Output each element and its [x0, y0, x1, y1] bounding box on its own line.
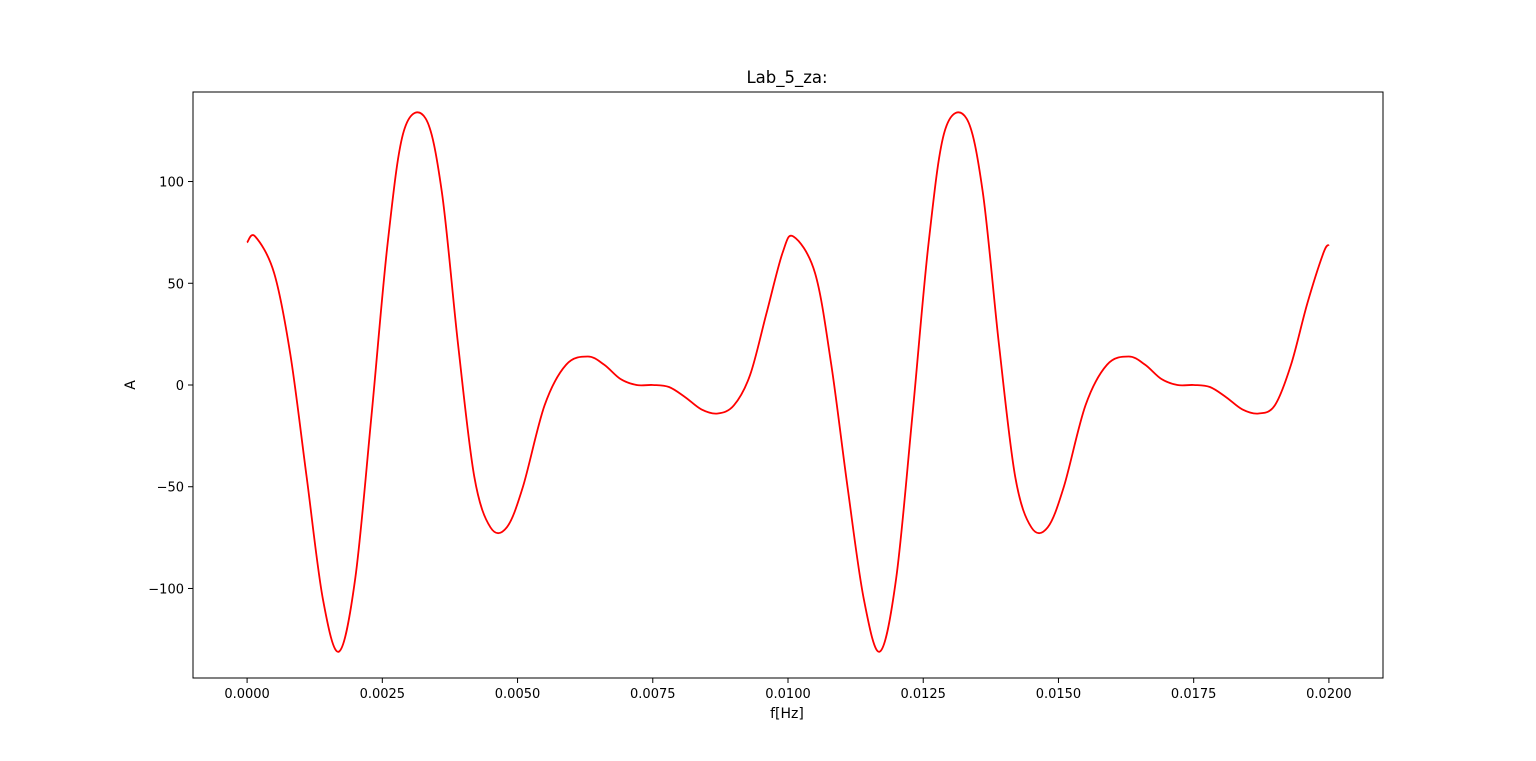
y-tick-label: 50: [167, 277, 184, 292]
chart-title: Lab_5_za:: [746, 68, 827, 88]
x-axis-label: f[Hz]: [770, 706, 804, 722]
x-tick-label: 0.0175: [1171, 687, 1217, 702]
x-tick-label: 0.0125: [900, 687, 946, 702]
x-tick-label: 0.0025: [360, 687, 406, 702]
x-tick-label: 0.0100: [765, 687, 811, 702]
plot-area: [192, 91, 1384, 679]
y-tick-label: −50: [157, 481, 184, 496]
y-tick-label: 100: [159, 176, 184, 191]
x-tick-label: 0.0050: [495, 687, 541, 702]
y-axis-ticks: −100 −50 0 50 100: [148, 176, 193, 597]
y-axis-label: A: [123, 380, 139, 390]
y-tick-label: 0: [176, 379, 184, 394]
series-line: [246, 111, 1330, 653]
x-axis-ticks: 0.0000 0.0025 0.0050 0.0075 0.0100 0.0125 0.01…: [224, 678, 1352, 702]
x-tick-label: 0.0075: [630, 687, 676, 702]
y-tick-label: −100: [148, 582, 184, 597]
x-tick-label: 0.0200: [1306, 687, 1352, 702]
x-tick-label: 0.0150: [1036, 687, 1082, 702]
x-tick-label: 0.0000: [224, 687, 270, 702]
